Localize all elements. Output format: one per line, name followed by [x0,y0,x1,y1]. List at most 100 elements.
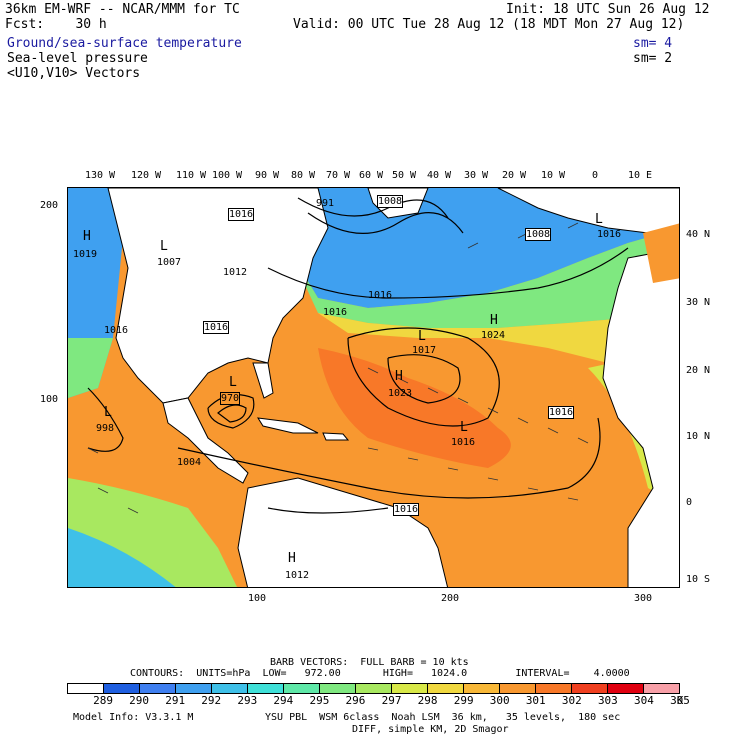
field3-label: <U10,V10> Vectors [7,66,141,81]
lat-label: 20 N [686,365,711,376]
lat-label: 30 N [686,297,711,308]
lon-label: 0 [591,170,599,181]
north-green-band [288,228,679,328]
north-yellow-band [318,308,679,363]
colorbar-label: 293 [237,694,258,707]
colorbar-label: 290 [129,694,150,707]
lon-label: 40 W [426,170,452,181]
map-panel [67,187,680,588]
colorbar-swatch [428,684,464,693]
colorbar-label: 292 [201,694,222,707]
pressure-label: 1019 [73,249,98,260]
lon-label: 80 W [290,170,316,181]
grid-y-label: 200 [40,200,59,211]
pressure-label: 1016 [368,290,393,301]
pressure-label: 1016 [104,325,129,336]
lon-label: 60 W [358,170,384,181]
colorbar-swatch [284,684,320,693]
south-america-land [237,477,449,587]
low-marker: L [595,212,603,227]
pressure-label: 1024 [481,330,506,341]
low-marker: L [460,420,468,435]
colorbar-swatch [140,684,176,693]
init-time: Init: 18 UTC Sun 26 Aug 12 [506,2,710,17]
high-marker: H [490,313,498,328]
lon-label: 70 W [325,170,351,181]
valid-time: Valid: 00 UTC Tue 28 Aug 12 (18 MDT Mon … [293,17,685,32]
colorbar-label: 300 [489,694,510,707]
colorbar-label: 304 [634,694,654,707]
lon-label: 90 W [254,170,280,181]
model-title: 36km EM-WRF -- NCAR/MMM for TC [5,2,240,17]
pressure-label: 1007 [157,257,182,268]
physics-info: YSU PBL WSM 6class Noah LSM 36 km, 35 le… [265,712,621,723]
pressure-label: 1016 [451,437,476,448]
barb-vectors-note: BARB VECTORS: FULL BARB = 10 kts [270,657,469,668]
high-marker: H [83,229,91,244]
hispaniola-land [322,432,350,441]
grid-y-label: 100 [40,394,59,405]
colorbar-unit: K [676,694,684,707]
lat-label: 10 N [686,431,711,442]
field2-smoothing: sm= 2 [633,51,673,66]
colorbar-swatch [608,684,644,693]
hot-core [318,348,511,468]
pressure-label: 1012 [223,267,248,278]
pressure-label: 1008 [525,228,552,241]
colorbar-label: 289 [93,694,113,707]
africa-land [602,247,679,587]
lon-label: 130 W [84,170,116,181]
lon-label: 20 W [501,170,527,181]
forecast-hour: Fcst: 30 h [5,17,107,32]
colorbar-swatch [356,684,392,693]
colorbar-swatch [68,684,104,693]
pressure-label: 991 [316,198,335,209]
lon-label: 50 W [391,170,417,181]
grid-x-label: 100 [247,593,267,604]
pressure-label: 1023 [388,388,413,399]
map-svg [68,188,679,587]
lat-label: 10 S [686,574,711,585]
colorbar-label: 296 [345,694,366,707]
colorbar-swatch [572,684,608,693]
pacific-green [68,338,113,398]
high-marker: H [288,551,296,566]
europe-land [497,188,679,234]
lon-label: 10 W [540,170,566,181]
pressure-label: 970 [220,392,241,405]
colorbar-label: 297 [381,694,402,707]
colorbar-swatch [176,684,212,693]
model-info: Model Info: V3.3.1 M [73,712,194,723]
pressure-label: 1016 [203,321,230,334]
colorbar-label: 305 [670,694,690,707]
lat-label: 0 [686,497,693,508]
pressure-label: 1016 [228,208,255,221]
central-america-land [162,397,249,484]
cuba-land [257,417,319,434]
field2-label: Sea-level pressure [7,51,148,66]
colorbar-swatch [464,684,500,693]
colorbar-swatch [392,684,428,693]
field1-label: Ground/sea-surface temperature [7,36,242,51]
colorbar-swatch [248,684,284,693]
grid-x-label: 300 [633,593,653,604]
diffusion-info: DIFF, simple KM, 2D Smagor [352,724,509,735]
iberia-warm [643,223,679,283]
colorbar-label: 298 [417,694,438,707]
contours-info: CONTOURS: UNITS=hPa LOW= 972.00 HIGH= 10… [130,668,630,679]
colorbar-label: 299 [453,694,474,707]
lon-label: 120 W [130,170,162,181]
grid-x-label: 200 [440,593,460,604]
lon-label: 10 E [627,170,653,181]
lon-label: 100 W [211,170,243,181]
pressure-label: 1004 [177,457,202,468]
low-marker: L [160,239,168,254]
colorbar-label: 301 [525,694,546,707]
pressure-label: 1017 [412,345,437,356]
pressure-label: 998 [96,423,115,434]
pressure-label: 1008 [377,195,404,208]
colorbar-swatch [500,684,536,693]
colorbar-label: 291 [165,694,186,707]
colorbar-swatch [644,684,679,693]
colorbar-label: 303 [597,694,618,707]
